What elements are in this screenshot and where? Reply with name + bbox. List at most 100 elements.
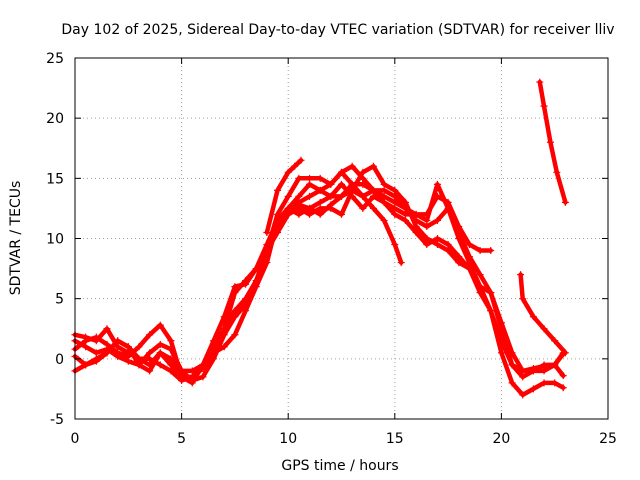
data-point-marker (397, 259, 405, 267)
data-point-marker (380, 186, 388, 194)
data-point-marker (519, 295, 527, 303)
data-point-marker (348, 186, 356, 194)
data-point-marker (519, 367, 527, 375)
data-point-marker (540, 379, 548, 387)
data-point-marker (252, 283, 260, 291)
x-tick-labels: 0 5 10 15 20 25 (71, 431, 617, 447)
y-tick-label: 20 (46, 111, 64, 127)
data-point-marker (497, 319, 505, 327)
data-point-marker (124, 349, 132, 357)
data-point-marker (465, 241, 473, 249)
data-point-marker (391, 198, 399, 206)
data-point-marker (167, 361, 175, 369)
data-point-marker (327, 180, 335, 188)
data-point-marker (391, 241, 399, 249)
data-point-marker (423, 235, 431, 242)
data-point-marker (497, 325, 505, 333)
data-point-marker (561, 198, 569, 206)
data-point-marker (295, 198, 303, 206)
x-axis-label: GPS time / hours (281, 458, 398, 474)
data-point-marker (82, 361, 90, 369)
data-point-marker (359, 192, 367, 200)
data-point-marker (412, 222, 420, 230)
data-point-marker (135, 361, 143, 369)
data-point-marker (476, 247, 484, 255)
data-point-marker (274, 228, 282, 236)
data-point-marker (242, 277, 250, 285)
data-point-marker (167, 337, 175, 345)
data-point-marker (391, 204, 399, 212)
data-point-marker (444, 241, 452, 249)
y-tick-label: 5 (55, 292, 64, 308)
data-point-marker (561, 349, 569, 357)
chart-title: Day 102 of 2025, Sidereal Day-to-day VTE… (61, 22, 614, 38)
data-point-marker (433, 235, 441, 242)
data-point-marker (167, 355, 175, 363)
data-point-marker (146, 331, 154, 339)
data-point-marker (327, 204, 335, 212)
data-point-marker (559, 384, 567, 392)
data-point-marker (536, 78, 544, 86)
data-point-marker (476, 283, 484, 291)
data-point-marker (359, 168, 367, 176)
data-point-marker (433, 216, 441, 224)
data-point-marker (338, 168, 345, 176)
data-point-marker (465, 265, 473, 273)
data-point-marker (465, 259, 473, 267)
data-point-marker (263, 228, 271, 236)
data-point-marker (156, 361, 164, 369)
data-point-marker (455, 253, 463, 261)
data-point-marker (433, 180, 441, 188)
data-point-marker (82, 333, 90, 341)
data-point-marker (231, 331, 239, 339)
data-point-marker (306, 174, 314, 182)
data-point-marker (167, 345, 175, 353)
data-point-marker (551, 361, 559, 369)
data-point-marker (380, 180, 388, 188)
data-point-marker (327, 192, 335, 200)
data-point-marker (391, 210, 399, 218)
data-point-marker (455, 222, 463, 230)
data-point-marker (146, 361, 154, 369)
data-point-marker (348, 180, 356, 188)
data-point-marker (220, 325, 228, 333)
y-tick-label: 0 (55, 352, 64, 368)
data-point-marker (188, 367, 196, 375)
data-point-marker (231, 289, 239, 297)
data-point-marker (242, 301, 250, 309)
data-point-marker (433, 241, 441, 249)
x-tick-label: 10 (279, 431, 297, 447)
data-point-marker (252, 277, 260, 285)
data-point-marker (540, 361, 548, 369)
data-point-marker (295, 204, 303, 212)
data-point-marker (540, 367, 548, 375)
data-point-marker (540, 102, 548, 110)
x-tick-label: 5 (177, 431, 186, 447)
data-point-marker (306, 180, 314, 188)
data-point-marker (316, 174, 324, 182)
data-point-marker (316, 198, 324, 206)
data-point-marker (92, 337, 100, 345)
data-point-marker (529, 367, 537, 375)
series-trace-8 (518, 272, 568, 356)
data-point-marker (412, 216, 420, 224)
data-point-marker (146, 349, 154, 357)
data-point-marker (274, 186, 282, 194)
data-point-marker (401, 198, 409, 206)
data-point-marker (167, 367, 175, 375)
data-point-marker (156, 349, 164, 357)
data-point-marker (401, 210, 409, 218)
data-point-marker (369, 204, 377, 212)
data-point-marker (284, 168, 292, 176)
data-point-marker (231, 313, 239, 321)
data-point-marker (199, 361, 207, 369)
data-point-marker (284, 210, 292, 218)
data-point-marker (455, 259, 463, 267)
x-tick-label: 25 (599, 431, 617, 447)
data-point-marker (519, 391, 527, 399)
data-point-marker (220, 331, 228, 339)
data-point-marker (559, 372, 567, 380)
data-point-marker (423, 241, 431, 249)
data-point-marker (124, 357, 132, 365)
